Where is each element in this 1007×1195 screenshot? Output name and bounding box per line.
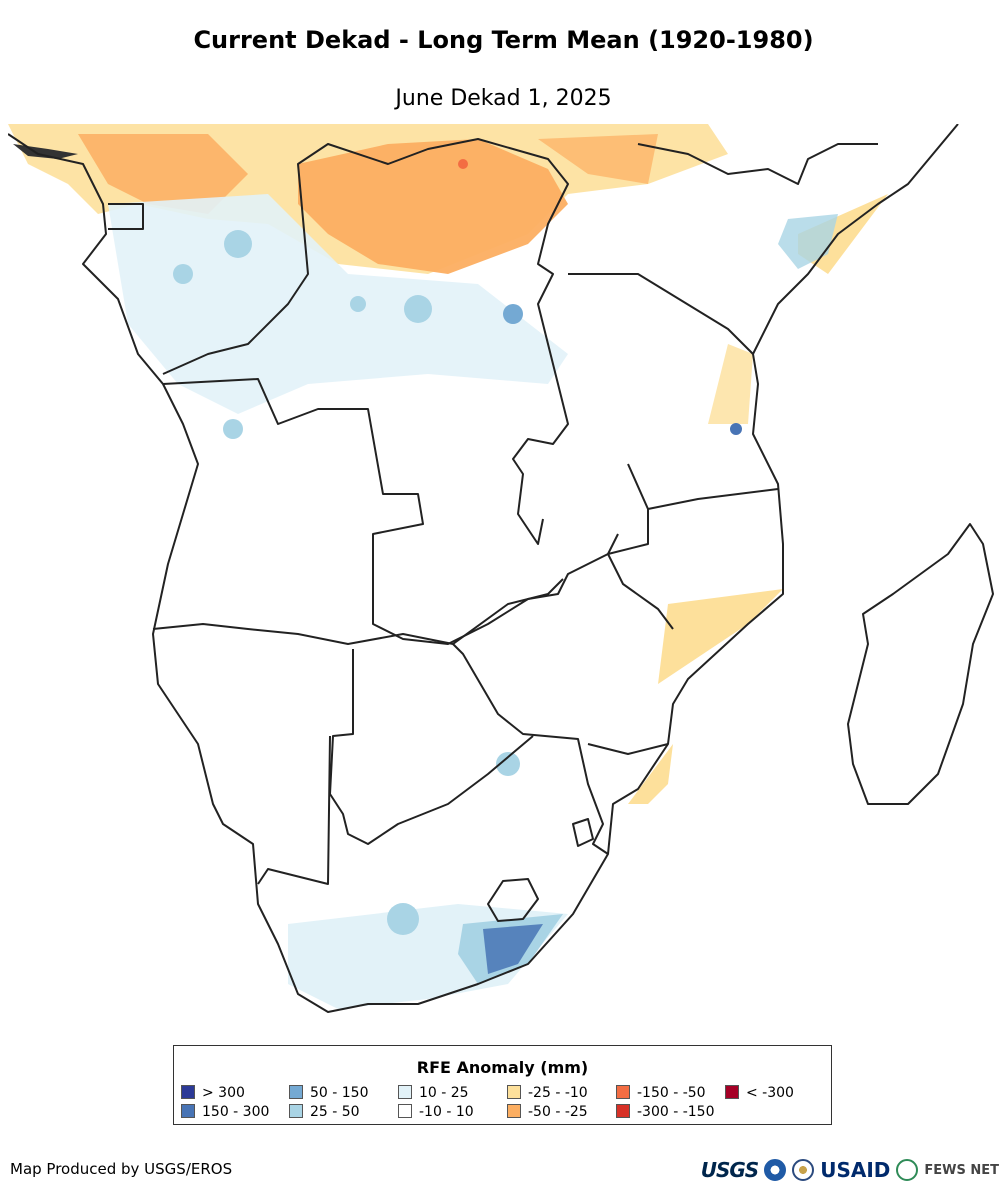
anomaly-wet-sa-2 [387,903,419,935]
border-3 [162,378,619,645]
legend-swatch [181,1085,195,1099]
legend-item-neg25-neg10: -25 - -10 [507,1085,588,1101]
legend-swatch [289,1104,303,1118]
border-4 [152,623,609,855]
border-12 [452,578,564,645]
legend-item-lt-neg300: < -300 [725,1085,794,1101]
border-11 [587,743,669,755]
anomaly-red-spot [458,159,468,169]
anomaly-dry-moz-south [628,744,673,804]
legend-swatch [507,1104,521,1118]
rainfall-anomaly-map [8,124,994,1013]
legend-item-25-50: 25 - 50 [289,1104,360,1120]
anomaly-drier-west [78,134,248,214]
legend-item-50-150: 50 - 150 [289,1085,369,1101]
anomaly-drier-central [298,139,568,274]
legend-item-gt300: > 300 [181,1085,245,1101]
legend-box: RFE Anomaly (mm) > 300 150 - 300 50 - 15… [173,1045,832,1125]
anomaly-drier-ne [538,134,658,184]
anomaly-layer [8,124,888,1009]
logo-strip: USGS USAID FEWS NET [701,1155,999,1185]
madagascar [847,523,994,805]
anomaly-wet-spot-3 [503,304,523,324]
anomaly-wet-spot-1 [224,230,252,258]
country-borders [8,124,994,1013]
anomaly-wet-botswana [496,752,520,776]
border-8 [637,143,878,185]
legend-swatch [616,1104,630,1118]
anomaly-wet-sa-strong [483,924,543,974]
map-subtitle: June Dekad 1, 2025 [395,86,612,111]
border-7 [568,273,754,355]
anomaly-wet-tz [730,423,742,435]
legend-swatch [616,1085,630,1099]
lesotho [487,878,539,922]
legend-swatch [398,1085,412,1099]
map-credit: Map Produced by USGS/EROS [10,1160,233,1178]
anomaly-wet-central [108,194,568,414]
legend-swatch [181,1104,195,1118]
legend-item-neg300-neg150: -300 - -150 [616,1104,715,1120]
noaa-logo-icon [764,1159,787,1181]
anomaly-wet-spot-4 [173,264,193,284]
legend-swatch [507,1085,521,1099]
legend-item-neutral: -10 - 10 [398,1104,474,1120]
map-title: Current Dekad - Long Term Mean (1920-198… [193,26,814,54]
anomaly-wet-spot-6 [350,296,366,312]
border-1 [108,203,144,230]
anomaly-wet-spot-5 [223,419,243,439]
fews-net-logo: FEWS NET [924,1162,999,1178]
border-2 [162,138,569,545]
legend-item-10-25: 10 - 25 [398,1085,469,1101]
border-5 [329,649,534,845]
fews-globe-icon [896,1159,919,1181]
border-6 [257,735,331,885]
eswatini [572,818,594,847]
continent-outline [8,124,959,1013]
legend-item-neg50-neg25: -50 - -25 [507,1104,588,1120]
border-9 [647,488,779,510]
anomaly-dry-mozambique [658,589,783,684]
legend-item-150-300: 150 - 300 [181,1104,269,1120]
usgs-logo: USGS [700,1158,759,1182]
legend-title: RFE Anomaly (mm) [416,1058,589,1077]
doi-seal-icon [792,1159,815,1181]
legend-item-neg150-neg50: -150 - -50 [616,1085,706,1101]
border-10 [607,463,674,630]
legend-swatch [725,1085,739,1099]
anomaly-dry-tanzania-coast [708,344,753,424]
legend-swatch [289,1085,303,1099]
legend-swatch [398,1104,412,1118]
usaid-logo: USAID [820,1158,891,1182]
anomaly-wet-spot-2 [404,295,432,323]
